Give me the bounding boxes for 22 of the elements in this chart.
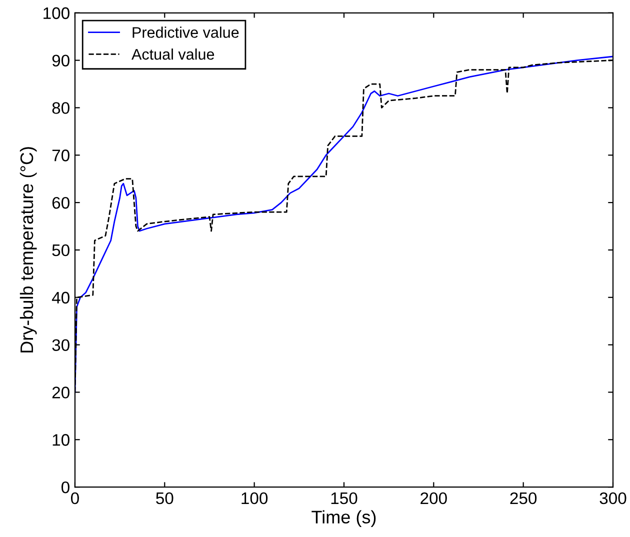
y-tick-label: 70 (52, 150, 70, 162)
x-axis-title: Time (s) (312, 510, 376, 528)
x-tick-label: 100 (242, 492, 268, 504)
y-tick-label: 80 (52, 102, 70, 114)
y-tick-label: 30 (52, 339, 70, 352)
y-tick-label: 50 (52, 244, 70, 256)
y-tick-label: 100 (44, 7, 70, 20)
x-tick-label: 200 (420, 492, 447, 504)
x-tick-label: 300 (600, 492, 626, 504)
y-tick-label: 0 (61, 481, 70, 494)
x-tick-label: 0 (70, 492, 79, 504)
x-tick-label: 50 (156, 492, 174, 504)
legend-label: Predictive value (132, 26, 239, 38)
x-tick-label: 150 (331, 492, 358, 504)
y-tick-label: 20 (52, 386, 70, 398)
y-tick-label: 40 (52, 292, 70, 304)
y-axis-title: Dry-bulb temperature (°C) (20, 147, 37, 352)
x-tick-label: 250 (510, 492, 537, 504)
y-tick-label: 60 (52, 196, 70, 209)
y-tick-label: 90 (52, 54, 70, 67)
y-tick-label: 10 (52, 434, 70, 446)
legend-label: Actual value (132, 48, 214, 60)
